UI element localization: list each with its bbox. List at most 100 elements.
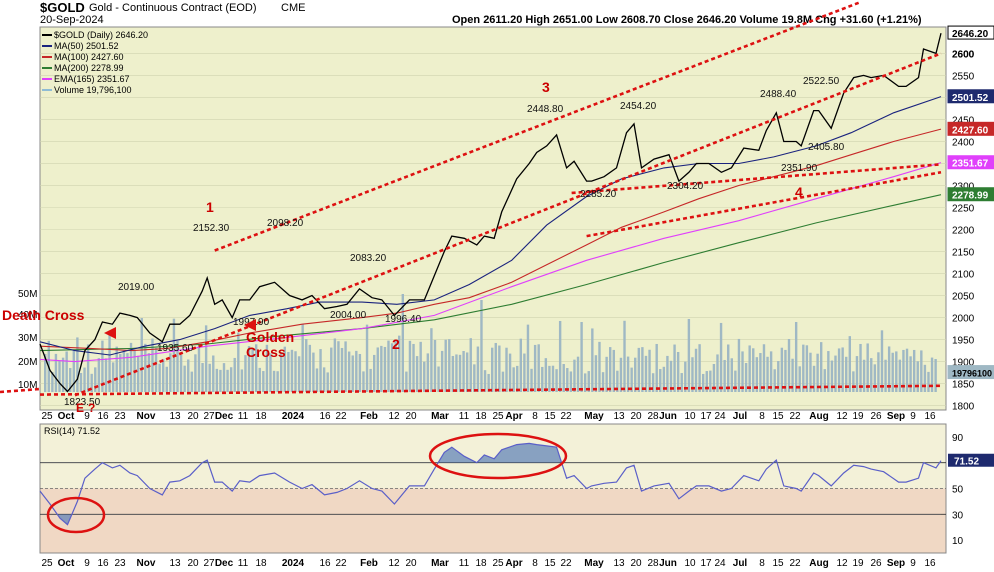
annotation: Death Cross — [2, 307, 85, 323]
price-badge-label: 2501.52 — [952, 93, 989, 104]
volume-bar — [641, 347, 644, 392]
volume-bar — [90, 373, 93, 392]
volume-bar — [283, 346, 286, 392]
price-tick-label: 2100 — [952, 270, 975, 281]
x-tick-label: 10 — [684, 411, 696, 422]
rsi-x-tick-label: 17 — [700, 558, 712, 569]
volume-bar — [705, 371, 708, 392]
price-badge-label: 2427.60 — [952, 125, 989, 136]
volume-bar — [115, 346, 118, 392]
x-tick-label: 18 — [475, 411, 487, 422]
x-tick-label: Jun — [659, 411, 677, 422]
volume-tick-label: 10M — [18, 380, 37, 391]
volume-bar — [651, 373, 655, 392]
rsi-x-tick-label: 12 — [388, 558, 400, 569]
volume-bar — [201, 363, 204, 392]
x-tick-label: 18 — [255, 411, 267, 422]
volume-bar — [151, 338, 154, 392]
oversold-highlight-ellipse — [46, 496, 106, 534]
chg-value: +31.60 (+1.21%) — [839, 14, 922, 26]
volume-label: Volume — [739, 14, 779, 26]
volume-bar — [119, 353, 122, 392]
price-label: 2454.20 — [620, 101, 657, 112]
volume-bar — [662, 366, 666, 392]
legend-entry: MA(200) 2278.99 — [54, 63, 124, 73]
volume-bar — [344, 341, 347, 392]
x-tick-label: 20 — [187, 411, 199, 422]
volume-bar — [930, 357, 934, 392]
rsi-x-tick-label: 20 — [187, 558, 199, 569]
volume-bar — [144, 343, 147, 392]
rsi-x-tick-label: 16 — [319, 558, 331, 569]
x-tick-label: 25 — [492, 411, 504, 422]
rsi-x-tick-label: 18 — [475, 558, 487, 569]
volume-bar — [390, 343, 394, 392]
volume-bar — [140, 318, 143, 392]
volume-bar — [519, 338, 523, 392]
volume-bar — [676, 351, 680, 392]
price-tick-label: 2000 — [952, 314, 975, 325]
rsi-badge — [948, 453, 994, 467]
volume-bar — [791, 358, 794, 392]
rsi-x-tick-label: 8 — [759, 558, 765, 569]
volume-bar — [204, 325, 208, 392]
volume-bar — [727, 344, 730, 392]
volume-bar — [480, 300, 483, 392]
x-tick-label: 9 — [910, 411, 916, 422]
volume-bar — [673, 344, 676, 392]
annotation: 3 — [542, 79, 550, 95]
volume-bar — [262, 371, 265, 392]
rsi-x-tick-label: Feb — [360, 558, 378, 569]
rsi-x-tick-label: Apr — [505, 558, 522, 569]
volume-bar — [108, 330, 111, 392]
volume-bar — [219, 369, 222, 392]
volume-bar — [251, 349, 254, 392]
rsi-x-tick-label: 20 — [405, 558, 417, 569]
rsi-x-tick-label: 25 — [492, 558, 504, 569]
volume-bar — [176, 340, 179, 392]
volume-bar — [147, 353, 151, 392]
volume-bar — [365, 324, 369, 392]
high-label: High — [525, 14, 550, 26]
volume-bar — [887, 346, 891, 392]
x-tick-label: 23 — [114, 411, 126, 422]
low-label: Low — [595, 14, 618, 26]
volume-bar — [841, 347, 844, 392]
x-tick-label: 16 — [97, 411, 109, 422]
volume-bar — [680, 373, 683, 392]
volume-bar — [208, 363, 211, 392]
price-label: 2019.00 — [118, 282, 155, 293]
volume-bar — [240, 369, 244, 392]
volume-bar — [523, 353, 526, 392]
volume-bar — [701, 373, 705, 392]
volume-bar — [394, 340, 397, 392]
volume-bar — [129, 342, 133, 392]
x-tick-label: 16 — [319, 411, 331, 422]
x-tick-label: 8 — [532, 411, 538, 422]
trendline — [74, 52, 942, 397]
volume-bar — [541, 366, 544, 392]
volume-tick-label: 30M — [18, 333, 37, 344]
volume-bar — [744, 363, 748, 392]
volume-bar — [487, 373, 490, 392]
high-value: 2651.00 — [552, 14, 593, 26]
volume-bar — [698, 344, 701, 392]
volume-bar — [226, 369, 229, 392]
volume-bar — [580, 322, 583, 392]
rsi-legend: RSI(14) 71.52 — [44, 426, 100, 436]
volume-bar — [229, 367, 233, 392]
volume-bar — [855, 356, 859, 392]
x-tick-label: Dec — [215, 411, 234, 422]
price-tick-label: 2050 — [952, 292, 975, 303]
x-tick-label: 25 — [41, 411, 53, 422]
contract-name: Gold - Continuous Contract (EOD) — [89, 2, 257, 14]
rsi-x-tick-label: Oct — [58, 558, 75, 569]
price-tick-label: 2250 — [952, 203, 975, 214]
volume-bar — [873, 364, 877, 392]
volume-bar — [923, 364, 927, 392]
price-label: 1823.50 — [64, 397, 101, 408]
volume-bar — [301, 324, 304, 392]
rsi-x-tick-label: 22 — [789, 558, 801, 569]
volume-bar — [297, 356, 301, 392]
volume-bar — [408, 340, 412, 392]
